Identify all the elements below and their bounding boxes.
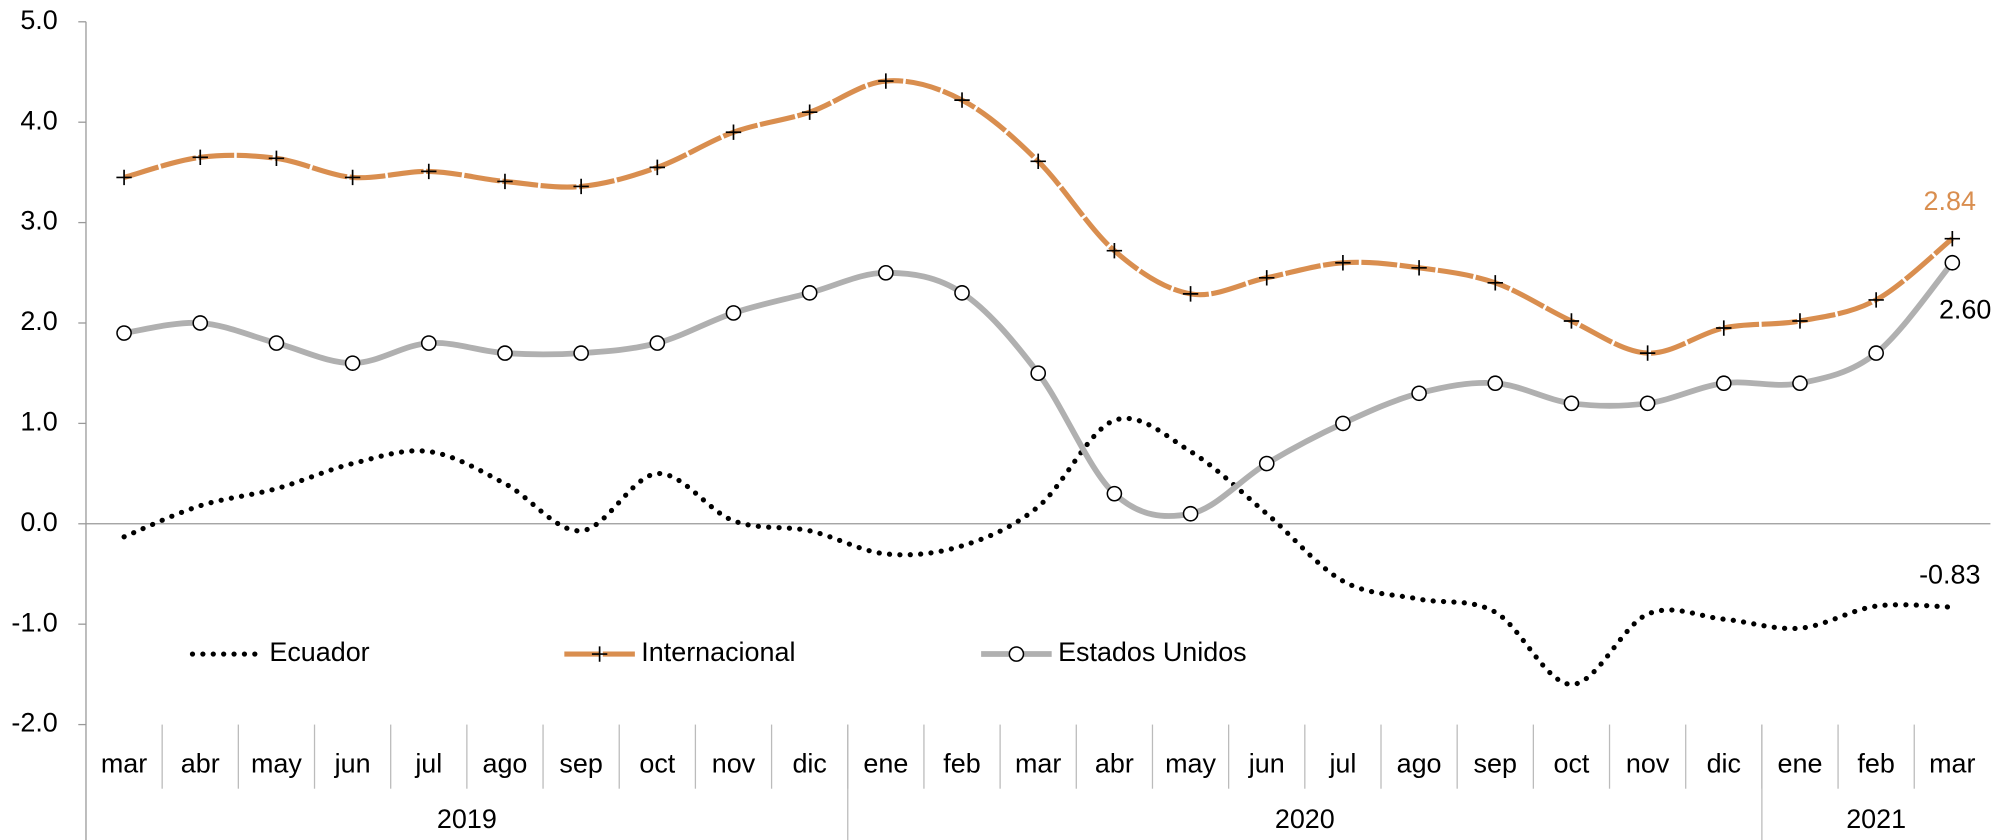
plus-marker	[1030, 153, 1046, 170]
series-line	[123, 260, 1955, 519]
circle-marker	[1030, 365, 1047, 382]
plus-marker	[954, 92, 970, 108]
circle-marker	[1487, 375, 1504, 392]
plus-marker	[1563, 313, 1580, 329]
circle-marker	[1106, 485, 1123, 502]
x-tick-label: oct	[639, 749, 675, 779]
plus-marker	[1259, 270, 1275, 286]
plus-marker	[497, 173, 513, 190]
plus-marker	[649, 159, 666, 176]
plus-marker	[344, 169, 361, 186]
circle-marker	[1792, 375, 1808, 392]
y-tick-label: 2.0	[20, 306, 57, 336]
circle-marker	[1639, 395, 1656, 412]
x-tick-label: jun	[1248, 749, 1285, 779]
x-tick-label: sep	[1474, 749, 1517, 779]
x-tick-label: mar	[101, 749, 147, 779]
y-tick-label: 0.0	[20, 507, 57, 537]
circle-marker	[192, 315, 209, 331]
circle-marker	[1563, 395, 1580, 412]
x-tick-label: mar	[1015, 749, 1061, 779]
legend-label: Estados Unidos	[1058, 637, 1247, 667]
circle-marker	[1008, 646, 1025, 662]
circle-marker	[954, 285, 970, 301]
x-tick-label: oct	[1553, 749, 1589, 779]
circle-marker	[649, 335, 666, 351]
year-label: 2021	[1846, 804, 1906, 834]
circle-marker	[1944, 254, 1961, 271]
x-tick-label: dic	[1707, 749, 1741, 779]
plus-marker	[591, 646, 608, 662]
plus-marker	[192, 149, 208, 166]
legend-label: Ecuador	[269, 637, 369, 667]
plus-marker	[878, 73, 894, 89]
plus-marker	[1335, 255, 1351, 271]
plus-marker	[421, 163, 437, 180]
plus-marker	[1106, 243, 1123, 259]
circle-marker	[1715, 375, 1732, 392]
x-tick-label: nov	[712, 749, 756, 779]
series-line	[123, 78, 1954, 356]
x-tick-label: may	[251, 749, 302, 779]
y-tick-label: -2.0	[11, 708, 57, 738]
circle-marker	[344, 355, 361, 371]
plus-marker	[1411, 260, 1427, 276]
x-tick-label: dic	[792, 749, 826, 779]
plus-marker	[268, 150, 285, 167]
plus-marker	[573, 178, 589, 195]
circle-marker	[116, 325, 132, 341]
circle-marker	[878, 264, 894, 281]
y-tick-label: 3.0	[20, 206, 57, 236]
x-tick-label: jun	[334, 749, 371, 779]
x-tick-label: jul	[414, 749, 442, 779]
plus-marker	[1716, 320, 1732, 336]
series-line	[121, 416, 1955, 687]
circle-marker	[801, 285, 818, 301]
x-tick-label: mar	[1929, 749, 1975, 779]
x-tick-label: jul	[1328, 749, 1356, 779]
x-tick-label: nov	[1626, 749, 1670, 779]
circle-marker	[268, 335, 285, 351]
circle-marker	[1411, 385, 1427, 402]
x-tick-label: feb	[1857, 749, 1894, 779]
x-tick-label: ene	[863, 749, 908, 779]
data-label: -0.83	[1919, 559, 1980, 589]
x-tick-label: feb	[943, 749, 980, 779]
y-tick-label: 4.0	[20, 105, 57, 135]
circle-marker	[420, 335, 437, 351]
plus-marker	[1182, 286, 1199, 302]
x-tick-label: ago	[483, 749, 528, 779]
x-tick-label: ago	[1397, 749, 1442, 779]
x-tick-label: ene	[1778, 749, 1823, 779]
plus-marker	[725, 124, 742, 140]
plus-marker	[801, 104, 818, 120]
year-label: 2019	[437, 804, 497, 834]
circle-marker	[725, 305, 742, 321]
plus-marker	[1639, 345, 1656, 361]
y-tick-label: 1.0	[20, 406, 57, 436]
circle-marker	[1182, 505, 1199, 522]
legend-label: Internacional	[641, 637, 795, 667]
plus-marker	[1792, 313, 1808, 329]
y-tick-label: 5.0	[20, 5, 57, 35]
circle-marker	[1258, 455, 1275, 472]
circle-marker	[497, 345, 513, 361]
data-label: 2.84	[1924, 186, 1976, 216]
plus-marker	[1944, 230, 1961, 247]
plus-marker	[1487, 275, 1503, 291]
x-tick-label: abr	[1095, 749, 1134, 779]
circle-marker	[573, 345, 589, 361]
circle-marker	[1335, 415, 1351, 432]
x-tick-label: may	[1165, 749, 1216, 779]
plus-marker	[116, 169, 132, 186]
year-label: 2020	[1275, 804, 1335, 834]
plus-marker	[1868, 292, 1884, 308]
x-tick-label: sep	[559, 749, 602, 779]
data-label: 2.60	[1939, 295, 1991, 325]
x-tick-label: abr	[181, 749, 220, 779]
circle-marker	[1868, 345, 1884, 361]
y-tick-label: -1.0	[11, 607, 57, 637]
